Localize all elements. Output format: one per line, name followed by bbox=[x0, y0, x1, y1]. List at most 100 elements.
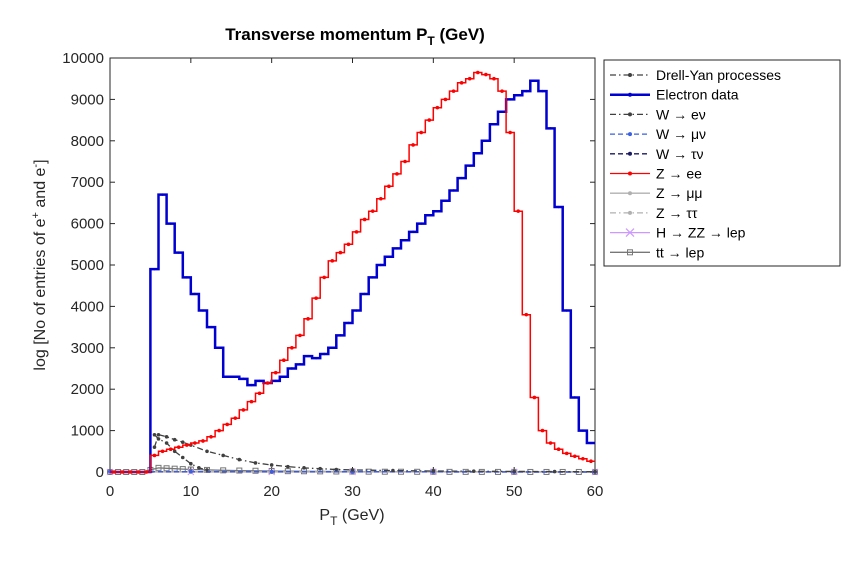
legend-item-drell-yan-processes: Drell-Yan processes bbox=[610, 67, 781, 83]
data-point bbox=[435, 105, 440, 110]
data-point bbox=[242, 377, 245, 381]
chart-title: Transverse momentum PT (GeV) bbox=[225, 25, 485, 48]
x-tick-label: 60 bbox=[587, 483, 604, 500]
legend-label: Z → ee bbox=[656, 166, 702, 182]
data-point bbox=[250, 383, 253, 387]
data-point bbox=[556, 447, 561, 452]
data-point bbox=[371, 276, 374, 279]
y-tick-label: 8000 bbox=[71, 133, 104, 150]
data-point bbox=[346, 242, 351, 247]
data-point bbox=[236, 467, 243, 474]
data-point bbox=[156, 432, 161, 437]
data-point bbox=[593, 469, 597, 474]
data-point bbox=[476, 152, 479, 155]
data-point bbox=[512, 469, 516, 474]
data-point bbox=[589, 459, 593, 464]
data-point bbox=[306, 317, 310, 321]
data-point bbox=[180, 455, 185, 460]
legend-item-h-zz-lep: H → ZZ → lep bbox=[610, 225, 746, 241]
y-tick-label: 6000 bbox=[71, 216, 104, 233]
y-tick-label: 2000 bbox=[71, 381, 104, 398]
data-point bbox=[220, 467, 227, 474]
data-point bbox=[517, 94, 520, 97]
data-point bbox=[362, 217, 367, 222]
series-z-ee bbox=[110, 70, 595, 474]
legend-label: W → eν bbox=[656, 106, 706, 122]
legend-item-electron-data: Electron data bbox=[610, 87, 739, 103]
series-line bbox=[110, 79, 595, 474]
data-point bbox=[564, 451, 569, 456]
legend-label: tt → lep bbox=[656, 244, 704, 260]
data-point bbox=[314, 296, 318, 300]
x-tick-label: 0 bbox=[106, 483, 114, 500]
data-point bbox=[403, 238, 407, 242]
data-point bbox=[253, 461, 258, 465]
data-point bbox=[525, 89, 528, 93]
data-point bbox=[541, 89, 544, 93]
legend-swatch-marker bbox=[628, 191, 632, 196]
legend-item-w-e: W → eν bbox=[610, 106, 706, 122]
y-tick-label: 3000 bbox=[71, 340, 104, 357]
series-line bbox=[110, 71, 595, 473]
data-point bbox=[573, 396, 576, 399]
data-point bbox=[164, 435, 169, 439]
data-point bbox=[298, 333, 302, 338]
data-point bbox=[475, 70, 480, 75]
data-point bbox=[306, 354, 310, 358]
x-tick-label: 40 bbox=[425, 483, 442, 500]
data-point bbox=[387, 184, 391, 189]
y-tick-label: 1000 bbox=[71, 423, 104, 440]
data-point bbox=[168, 447, 173, 452]
data-point bbox=[395, 172, 399, 176]
data-point bbox=[120, 470, 124, 474]
data-point bbox=[265, 381, 270, 385]
data-point bbox=[484, 72, 488, 77]
series-drell-yan-processes bbox=[152, 432, 597, 474]
data-point bbox=[217, 346, 221, 349]
data-point bbox=[128, 470, 133, 474]
data-point bbox=[471, 469, 476, 473]
data-point bbox=[451, 89, 456, 93]
data-point bbox=[152, 445, 157, 449]
legend-label: W → μν bbox=[656, 126, 706, 142]
data-point bbox=[540, 428, 545, 433]
data-point bbox=[508, 98, 512, 101]
data-point bbox=[282, 375, 285, 378]
y-tick-label: 9000 bbox=[71, 91, 104, 108]
data-point bbox=[318, 466, 322, 471]
data-point bbox=[548, 441, 553, 445]
data-point bbox=[467, 76, 472, 81]
data-point bbox=[379, 263, 382, 267]
data-point bbox=[201, 439, 205, 443]
data-point bbox=[189, 469, 193, 474]
data-point bbox=[226, 375, 229, 378]
y-tick-label: 7000 bbox=[71, 174, 104, 191]
axis-ticks: 0 10 20 30 40 50 60 0 1000 2000 3000 4000 5000 6000 70… bbox=[62, 50, 603, 500]
data-point bbox=[233, 416, 238, 420]
x-tick-label: 10 bbox=[182, 483, 199, 500]
legend-item-w: W → τν bbox=[610, 146, 704, 162]
data-point bbox=[552, 469, 557, 474]
data-point bbox=[403, 159, 407, 164]
data-point bbox=[144, 470, 149, 474]
data-point bbox=[431, 469, 436, 473]
data-point bbox=[176, 445, 181, 449]
data-point bbox=[257, 391, 262, 396]
data-point bbox=[152, 453, 157, 458]
legend-label: W → τν bbox=[656, 146, 704, 162]
data-point bbox=[184, 443, 189, 447]
x-axis-label: PT (GeV) bbox=[319, 507, 384, 528]
data-point bbox=[197, 466, 201, 470]
data-point bbox=[532, 395, 537, 400]
x-tick-label: 30 bbox=[344, 483, 361, 500]
data-point bbox=[363, 292, 366, 296]
data-point bbox=[350, 468, 355, 472]
data-point bbox=[589, 441, 593, 445]
data-point bbox=[314, 356, 318, 360]
data-point bbox=[468, 164, 471, 167]
legend-item-w: W → μν bbox=[610, 126, 706, 142]
series-line bbox=[153, 433, 596, 473]
series-w-e bbox=[152, 432, 209, 472]
data-point bbox=[269, 463, 274, 467]
